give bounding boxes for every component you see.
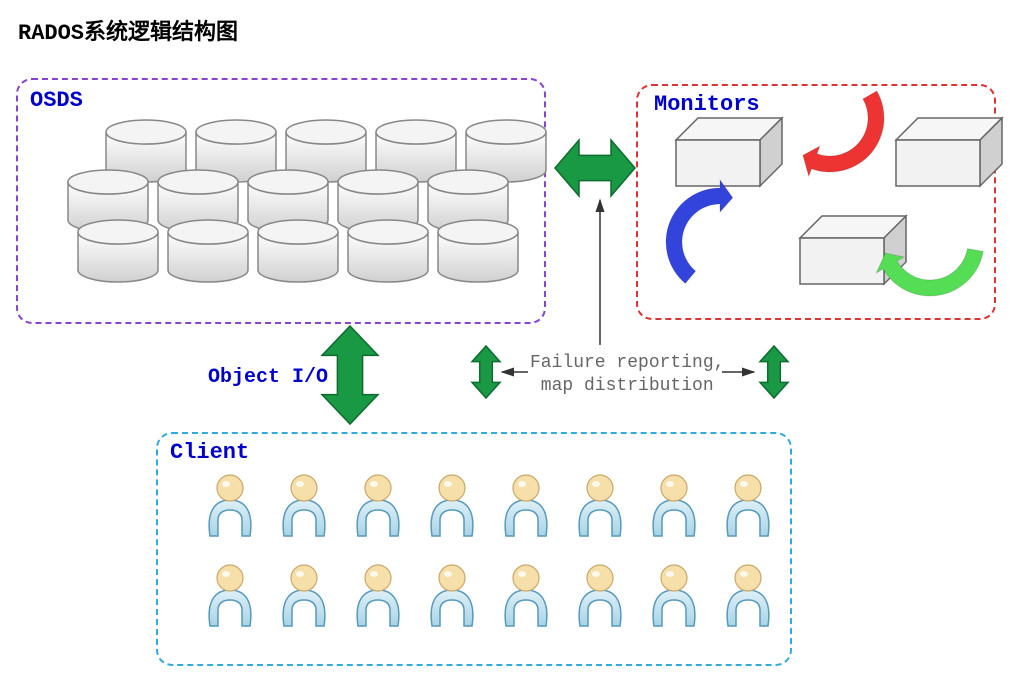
person-icon <box>431 475 473 536</box>
person-icon <box>653 475 695 536</box>
person-icon <box>357 475 399 536</box>
person-icon <box>357 565 399 626</box>
client-figures <box>209 475 769 626</box>
person-icon <box>579 475 621 536</box>
person-icon <box>505 475 547 536</box>
person-icon <box>431 565 473 626</box>
person-icon <box>209 475 251 536</box>
person-icon <box>283 475 325 536</box>
person-icon <box>727 475 769 536</box>
person-icon <box>283 565 325 626</box>
person-icon <box>209 565 251 626</box>
person-icon <box>505 565 547 626</box>
person-icon <box>579 565 621 626</box>
osds-cylinders <box>68 120 546 282</box>
person-icon <box>727 565 769 626</box>
diagram-canvas <box>0 0 1009 688</box>
thin-arrows <box>502 200 754 372</box>
person-icon <box>653 565 695 626</box>
